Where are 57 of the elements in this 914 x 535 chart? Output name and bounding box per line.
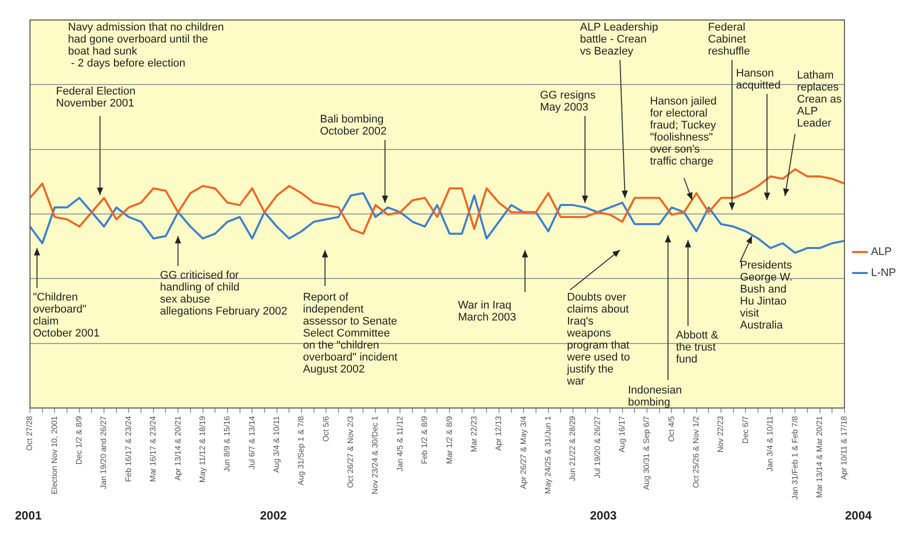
x-tick-label: Apr 12/13 [494,415,504,451]
x-tick-label: Mar 13/14 & Mar 20/21 [814,415,824,498]
annotation: Abbott & the trust fund [676,330,719,366]
x-tick-label: Jul 19/20 & 26/27 [592,415,602,478]
x-tick-label: Jan 19/20 and 26/27 [99,415,108,489]
text: GG resigns May 2003 [540,90,596,114]
x-tick-label: Oct 27/28 [25,415,34,451]
text: Hanson acquitted [736,68,781,92]
annotation: Report of independent assessor to Senate Select Committee on the "children overboard" incident August 2002 [303,292,398,376]
annotation: "Children overboard" claim October 2001 [33,292,100,340]
x-tick-label: Apr 26/27 & May 3/4 [518,415,528,489]
x-tick-label: Mar 22/23 [469,415,478,452]
text: ALP Leadership battle - Crean vs Beazley [580,22,658,58]
legend-label: ALP [870,246,892,258]
text: Federal Cabinet reshuffle [708,22,750,58]
annotation: Indonesian bombing [628,384,682,409]
x-tick-label: Jan 3/4 & 10/11 [766,415,775,472]
x-tick-label: May 24/25 & 31/Jun 1 [543,415,552,494]
x-tick-label: Oct 4/5 [666,415,676,442]
x-tick-label: Dec 1/2 & 8/9 [74,415,84,464]
x-tick-label: Dec 6/7 [740,415,750,444]
x-tick-label: Nov 23/24 & 30/Dec 1 [370,415,380,494]
x-tick-label: Aug 30/31 & Sep 6/7 [642,415,652,490]
annotation: Doubts over claims about Iraq's weapons program that were used to justify the war [566,292,630,388]
x-tick-label: Mar 16/17 & 23/24 [148,415,158,482]
x-tick-label: Jan 4/5 & 11/12 [395,415,404,472]
annotation: Presidents George W. Bush and Hu Jintao visit Australia [740,260,793,332]
x-tick-label: Jul 6/7 & 13/14 [247,415,256,470]
text: 2003 [590,508,618,522]
x-tick-label: Jun 21/22 & 28/29 [568,415,578,481]
text: Navy admission that no children had gone overboard until the boat had sunk - 2 days before election [68,22,224,70]
text: Federal Election November 2001 [56,86,136,110]
x-tick-label: Mar 1/2 & 8/9 [444,415,454,464]
x-tick-label: Apr 13/14 & 20/21 [173,415,182,480]
x-tick-label: Aug 31/Sep 1 & 7/8 [296,415,306,486]
x-tick-label: Feb 16/17 & 23/24 [124,415,133,482]
text: 2004 [845,508,872,522]
x-tick-label: Oct 26/27 & Nov 2/3 [346,415,356,488]
x-tick-label: May 11/12 & 18/19 [198,415,207,483]
text: 2001 [15,508,42,522]
x-tick-label: Aug 3/4 & 10/11 [272,415,282,473]
x-tick-label: Election Nov 10, 2001 [50,415,59,494]
text: Hanson jailed for electoral fraud; Tuckey "foolishness" over son's traffic charge [650,96,717,168]
annotation: War in Iraq March 2003 [458,300,516,324]
text: Bali bombing October 2002 [320,114,387,138]
x-tick-label: Nov 22/23 [716,415,726,452]
legend-label: L-NP [870,267,896,280]
x-tick-label: Feb 1/2 & 8/9 [420,415,430,464]
x-tick-label: Apr 10/11 & 17/18 [840,415,849,480]
x-tick-label: Jan 31/Feb 1 & Feb 7/8 [790,415,800,500]
annotation: GG criticised for handling of child sex abuse allegations February 2002 [160,270,288,318]
x-tick-label: Jun 8/9 & 15/16 [222,415,232,472]
text: Latham replaces Crean as ALP Leader [797,70,842,130]
x-tick-label: Oct 5/6 [321,415,330,442]
x-tick-label: Aug 16/17 [618,415,627,452]
x-tick-label: Oct 25/26 & Nov 1/2 [692,415,701,488]
text: 2002 [260,508,288,522]
